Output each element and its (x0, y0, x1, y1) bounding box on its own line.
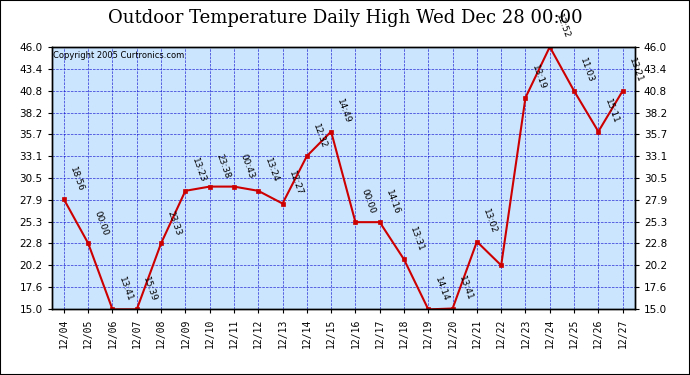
Text: 13:31: 13:31 (408, 225, 426, 253)
Text: 15:39: 15:39 (141, 275, 159, 303)
Text: 00:43: 00:43 (238, 153, 255, 180)
Text: 13:19: 13:19 (530, 63, 547, 91)
Text: 12:52: 12:52 (554, 13, 571, 40)
Text: 14:14: 14:14 (433, 276, 450, 303)
Text: 13:02: 13:02 (481, 208, 499, 235)
Text: 13:41: 13:41 (117, 275, 134, 303)
Text: 15:11: 15:11 (603, 98, 620, 125)
Text: 00:00: 00:00 (92, 209, 110, 237)
Text: 13:41: 13:41 (457, 274, 474, 302)
Text: 00:00: 00:00 (359, 188, 377, 215)
Text: 12:27: 12:27 (287, 170, 304, 197)
Text: 18:56: 18:56 (68, 165, 86, 192)
Text: 14:16: 14:16 (384, 188, 402, 215)
Text: 14:49: 14:49 (335, 98, 353, 125)
Text: 23:38: 23:38 (214, 153, 231, 180)
Text: Outdoor Temperature Daily High Wed Dec 28 00:00: Outdoor Temperature Daily High Wed Dec 2… (108, 9, 582, 27)
Text: Copyright 2005 Curtronics.com: Copyright 2005 Curtronics.com (53, 51, 184, 60)
Text: 11:03: 11:03 (578, 57, 595, 84)
Text: 23:33: 23:33 (166, 209, 183, 237)
Text: 13:23: 13:23 (190, 157, 207, 184)
Text: 12:32: 12:32 (311, 122, 328, 149)
Text: 13:21: 13:21 (627, 57, 644, 84)
Text: 13:24: 13:24 (263, 157, 280, 184)
